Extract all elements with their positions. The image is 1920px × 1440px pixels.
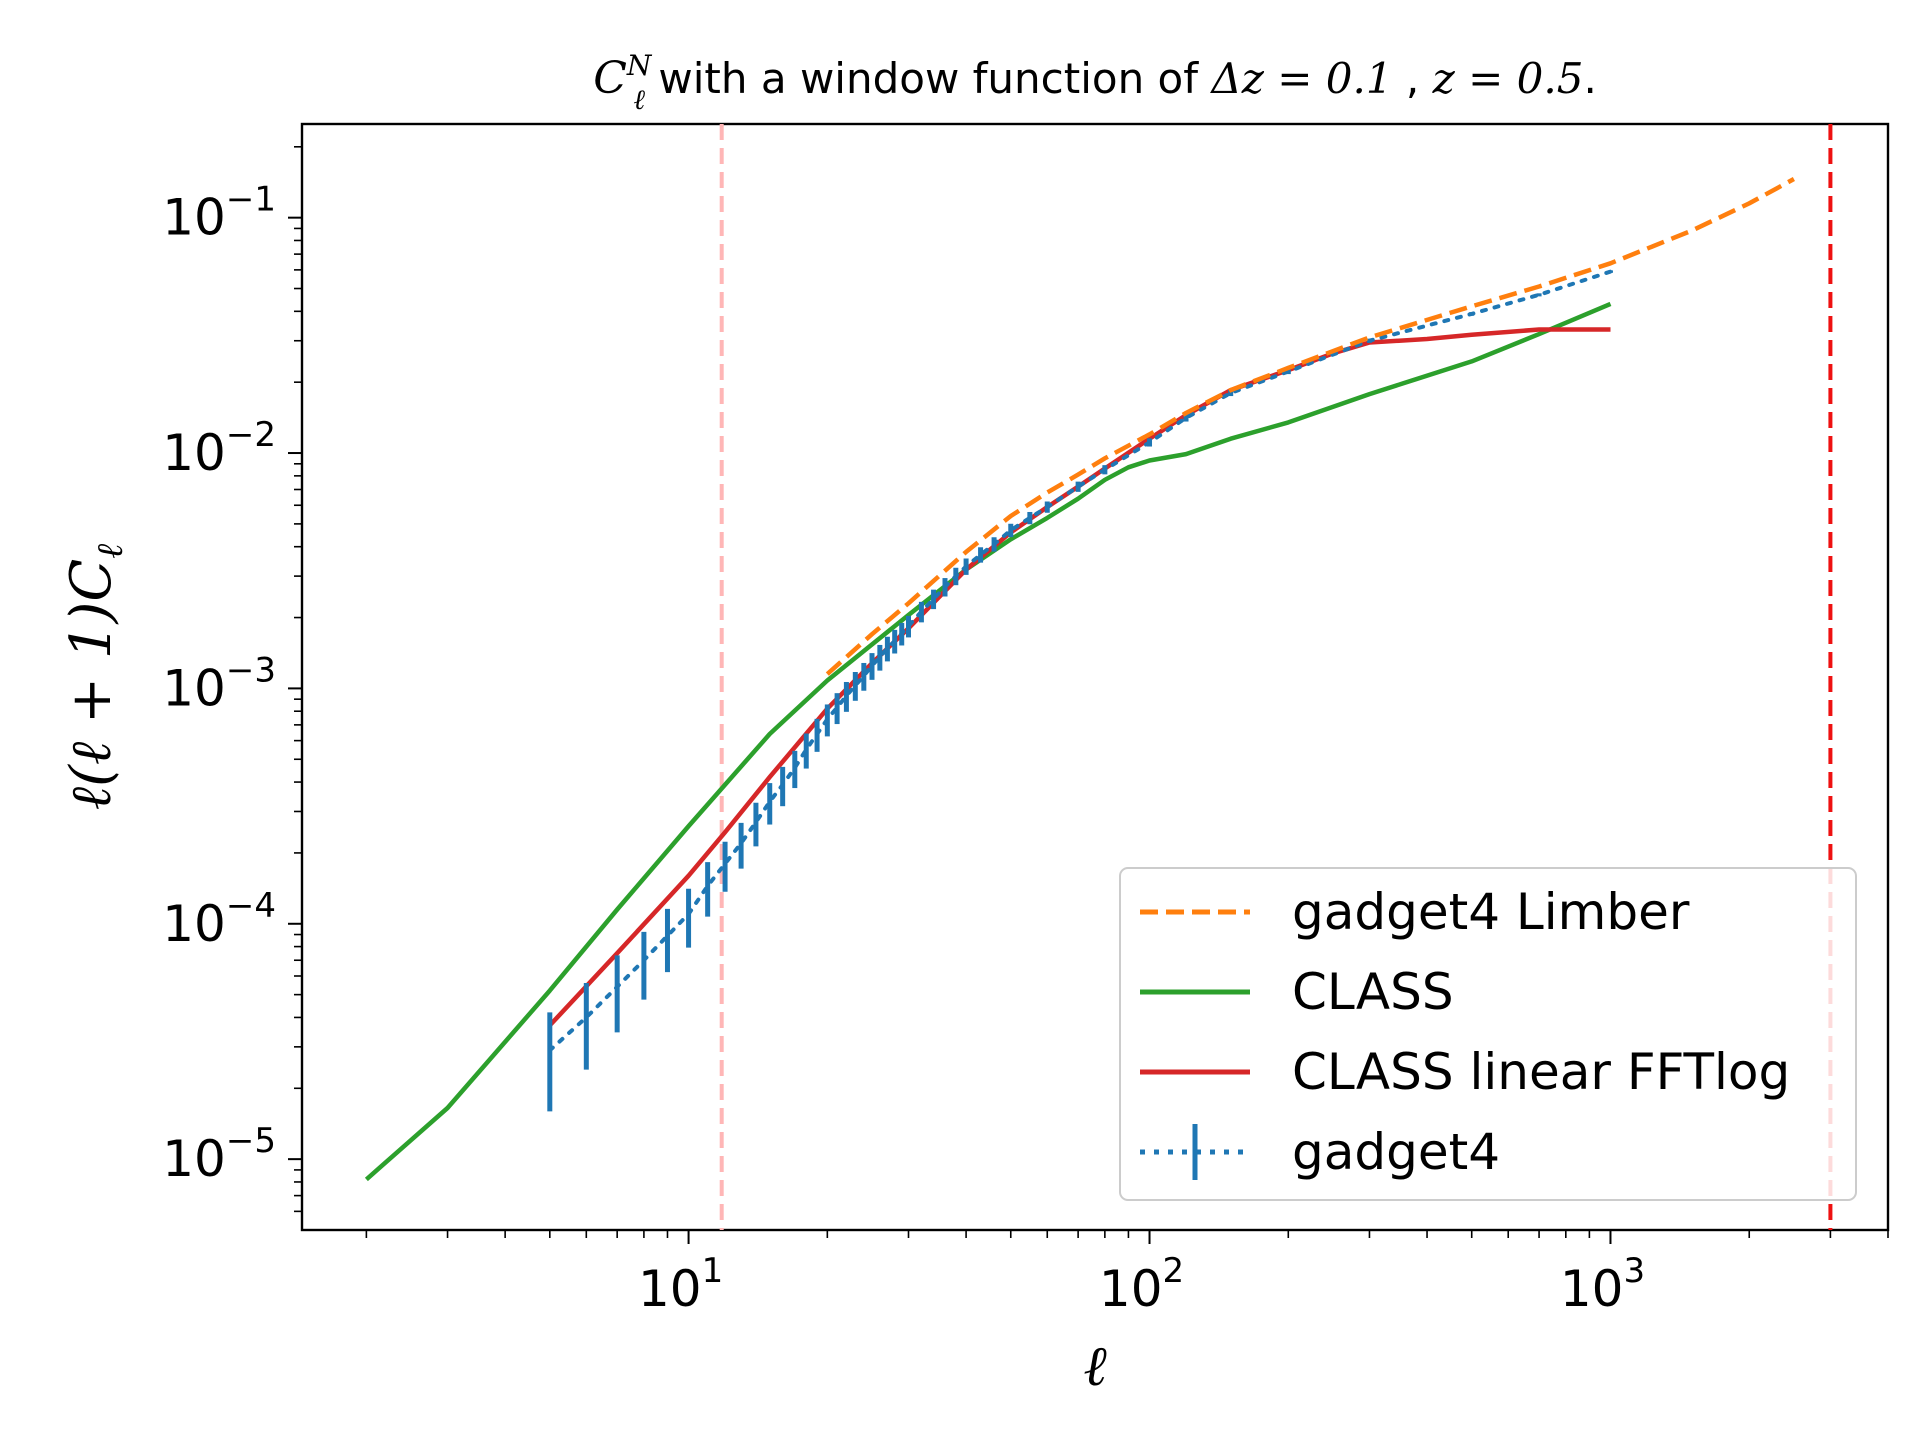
y-tick-label: 10−1 <box>162 180 276 247</box>
x-tick-label: 101 <box>638 1251 723 1318</box>
legend-box <box>1119 867 1857 1201</box>
line-gadget4 <box>547 269 1613 1053</box>
y-axis-label: ℓ(ℓ + 1)Cℓ <box>59 544 131 810</box>
legend-label-class: CLASS <box>1292 963 1454 1021</box>
y-tick-label: 10−5 <box>162 1121 276 1188</box>
legend-label-gadget4-limber: gadget4 Limber <box>1292 883 1690 941</box>
legend-label-gadget4: gadget4 <box>1292 1123 1500 1181</box>
x-tick-label: 102 <box>1099 1251 1184 1318</box>
line-class <box>364 301 1612 1182</box>
line-gadget4-limber <box>825 177 1795 676</box>
legend-label-class-linear-fftlog: CLASS linear FFTlog <box>1292 1043 1790 1101</box>
y-tick-label: 10−2 <box>162 415 276 482</box>
x-axis-label: ℓ <box>1083 1334 1107 1399</box>
series-gadget4-limber <box>825 177 1795 676</box>
series-gadget4 <box>547 269 1613 1112</box>
chart-title: CN ℓ with a window function of Δz = 0.1 ,… <box>593 49 1597 116</box>
series-class <box>364 301 1612 1182</box>
legend: gadget4 Limber CLASS CLASS linear FFTlog… <box>1119 867 1857 1201</box>
plot-area <box>300 122 1890 1232</box>
y-tick-label: 10−4 <box>162 886 276 953</box>
x-tick-label: 103 <box>1560 1251 1645 1318</box>
y-tick-label: 10−3 <box>162 650 276 717</box>
